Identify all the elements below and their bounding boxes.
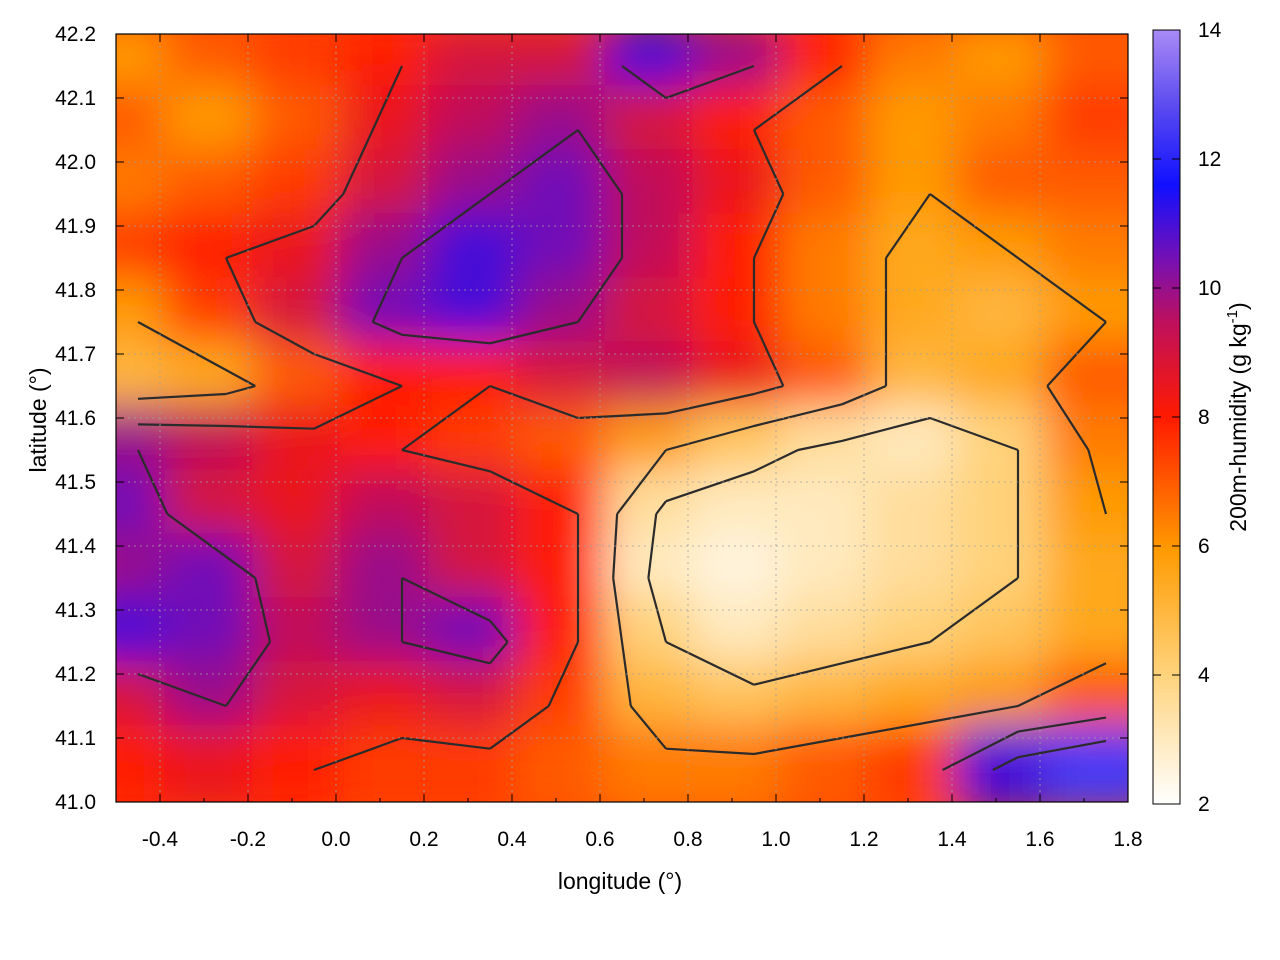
y-tick-label: 41.6 <box>55 407 96 430</box>
x-tick-label: 0.4 <box>497 828 527 851</box>
x-tick-label: 1.4 <box>937 828 967 851</box>
x-tick-label: -0.2 <box>230 828 266 851</box>
y-tick-label: 42.2 <box>55 23 96 46</box>
y-tick-label: 41.1 <box>55 727 96 750</box>
y-tick-label: 41.9 <box>55 215 96 238</box>
y-tick-label: 41.7 <box>55 343 96 366</box>
heat-cell <box>1044 725 1128 802</box>
colorbar-tick-label: 8 <box>1198 406 1210 429</box>
x-tick-label: 0.6 <box>585 828 614 851</box>
y-tick-label: 41.2 <box>55 663 96 686</box>
y-tick-label: 41.5 <box>55 471 96 494</box>
colorbar-title-end: ) <box>1225 302 1251 310</box>
x-axis: -0.4 -0.2 0.0 0.2 0.4 0.6 0.8 1.0 1.2 1.4 1.6 1.8 <box>115 34 1143 851</box>
y-tick-label: 41.0 <box>55 791 96 814</box>
y-tick-label: 41.3 <box>55 599 96 622</box>
colorbar-tick-label: 10 <box>1198 277 1221 300</box>
grid <box>116 33 1129 803</box>
colorbar-tick-label: 6 <box>1198 535 1210 558</box>
colorbar-tick-label: 2 <box>1198 793 1210 816</box>
colorbar-tick-label: 12 <box>1198 148 1221 171</box>
colorbar-title: 200m-humidity (g kg-1) <box>1224 302 1251 531</box>
x-tick-label: 1.2 <box>849 828 878 851</box>
x-tick-label: 0.0 <box>321 828 350 851</box>
y-axis: 41.0 41.1 41.2 41.3 41.4 41.5 41.6 41.7 41.8 41.9… <box>55 23 1128 814</box>
y-tick-label: 42.0 <box>55 151 96 174</box>
colorbar-title-base: 200m-humidity (g kg <box>1225 323 1251 531</box>
colorbar-tick-label: 4 <box>1198 664 1210 687</box>
colorbar-tick-label: 14 <box>1198 19 1222 42</box>
humidity-field <box>116 34 1128 802</box>
x-tick-label: 1.0 <box>761 828 790 851</box>
x-tick-label: 1.8 <box>1113 828 1142 851</box>
y-tick-label: 42.1 <box>55 87 96 110</box>
y-tick-label: 41.8 <box>55 279 96 302</box>
x-axis-title: longitude (°) <box>558 868 682 894</box>
y-axis-title: latitude (°) <box>25 367 51 472</box>
colorbar-title-sup: -1 <box>1224 310 1241 323</box>
y-tick-label: 41.4 <box>55 535 96 558</box>
x-tick-label: 1.6 <box>1025 828 1054 851</box>
x-tick-label: 0.2 <box>409 828 438 851</box>
x-tick-label: 0.8 <box>673 828 702 851</box>
colorbar-axis: 2 4 6 8 10 12 14 <box>1153 19 1222 816</box>
x-tick-label: -0.4 <box>142 828 179 851</box>
